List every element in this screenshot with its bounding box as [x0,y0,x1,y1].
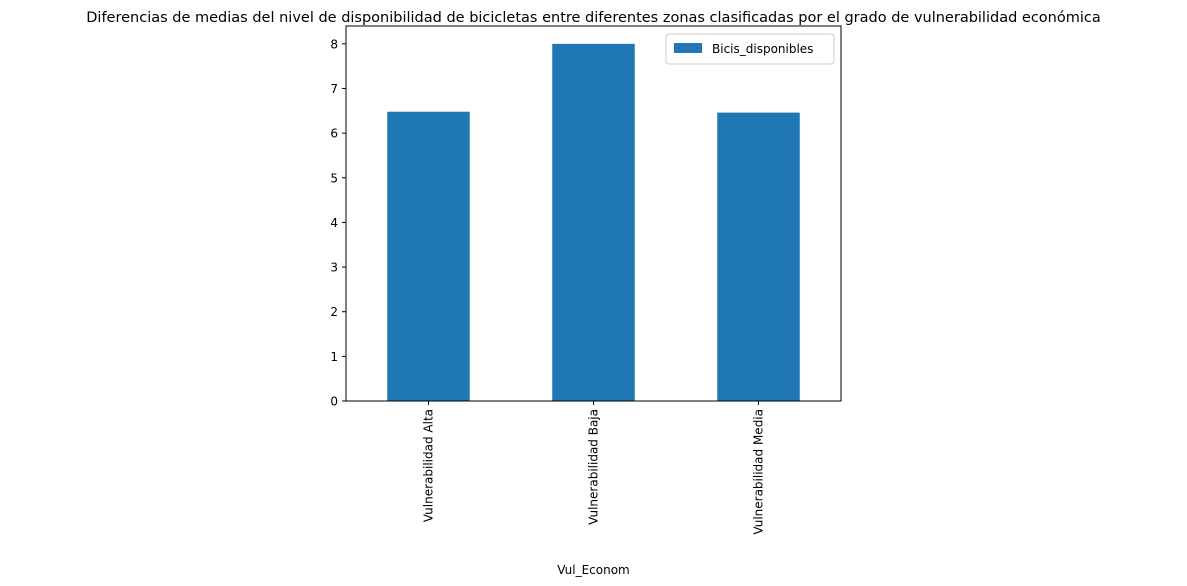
y-tick-label: 0 [330,395,338,409]
legend: Bicis_disponibles [665,33,835,65]
x-axis-label: Vul_Econom [557,563,630,577]
x-tick-label: Vulnerabilidad Alta [422,409,436,522]
y-axis: 0 1 2 3 4 5 6 7 8 [330,37,346,409]
y-tick-label: 1 [330,350,338,364]
y-tick-label: 5 [330,171,338,185]
legend-frame [665,33,835,65]
bars-group [387,43,800,402]
chart-title: Diferencias de medias del nivel de dispo… [86,10,1100,26]
y-tick-label: 7 [330,82,338,96]
y-tick-label: 4 [330,216,338,230]
y-tick-label: 6 [330,127,338,141]
legend-label: Bicis_disponibles [712,42,813,56]
legend-swatch [674,43,702,53]
bar-vulnerabilidad-baja [552,43,635,402]
y-tick-label: 3 [330,261,338,275]
x-tick-label: Vulnerabilidad Baja [587,409,601,525]
x-axis: Vulnerabilidad Alta Vulnerabilidad Baja Vu… [422,401,766,535]
bar-vulnerabilidad-media [717,112,800,402]
y-tick-label: 2 [330,305,338,319]
x-tick-label: Vulnerabilidad Media [752,409,766,535]
bar-vulnerabilidad-alta [387,111,470,402]
y-tick-label: 8 [330,37,338,51]
